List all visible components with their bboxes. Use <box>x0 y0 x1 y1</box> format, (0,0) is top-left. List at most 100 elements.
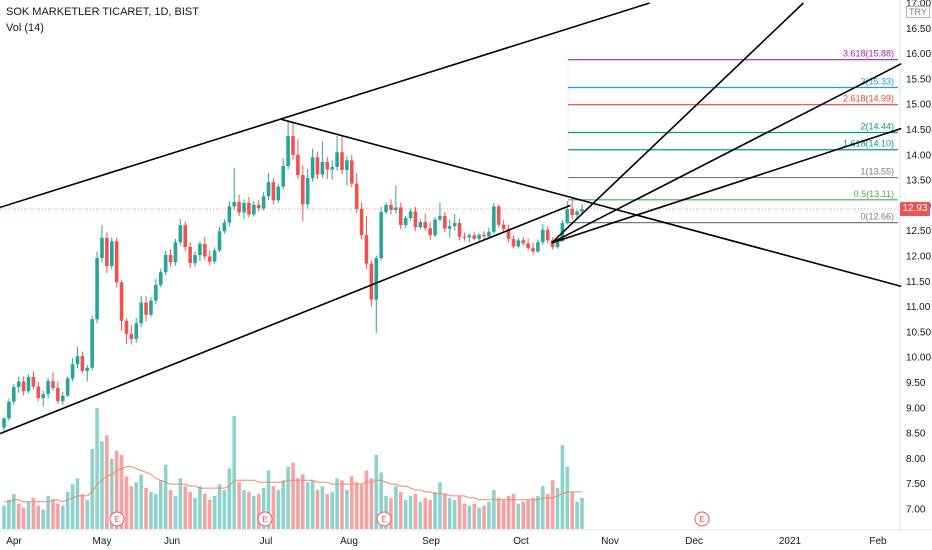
y-tick-label: 11.50 <box>906 277 931 288</box>
x-tick-label: Jul <box>260 536 273 547</box>
earnings-event-label: E <box>114 515 119 524</box>
candle-body <box>394 207 398 210</box>
volume-bar <box>60 505 65 529</box>
candle-body <box>389 204 393 210</box>
candle-body <box>452 223 457 227</box>
fib-level-label: 3.618(15.88) <box>843 49 894 59</box>
candle-body <box>124 320 129 334</box>
candle-body <box>129 333 134 339</box>
x-tick-label: Jun <box>164 536 180 547</box>
candle-body <box>580 208 584 212</box>
candle-body <box>398 207 403 226</box>
candle-body <box>212 250 217 262</box>
y-tick-label: 15.00 <box>906 100 931 111</box>
volume-bar <box>443 493 447 529</box>
volume-bar <box>173 495 178 529</box>
volume-bar <box>149 491 153 529</box>
x-tick-label: Sep <box>422 536 440 547</box>
volume-bar <box>90 449 94 529</box>
y-tick-label: 14.50 <box>906 125 931 136</box>
time-axis[interactable]: Apr May Jun Jul Aug Sep Oct Nov Dec 2021 Feb <box>0 529 932 547</box>
candle-body <box>516 240 521 247</box>
volume-bar <box>134 482 139 529</box>
volume-bar <box>565 466 570 529</box>
volume-bar <box>7 499 11 529</box>
candle-body <box>345 160 349 170</box>
volume-bar <box>506 495 511 529</box>
candle-body <box>256 204 261 209</box>
fib-level-label: 0(12.66) <box>860 212 894 222</box>
y-tick-label: 16.50 <box>906 24 931 35</box>
volume-bar <box>354 482 359 529</box>
volume-bar <box>433 491 437 529</box>
candle-body <box>545 229 550 241</box>
volume-bar <box>325 493 330 529</box>
candle-body <box>65 378 70 396</box>
volume-bar <box>413 493 418 529</box>
volume-bar <box>266 470 271 529</box>
volume-bar <box>374 454 379 529</box>
volume-bar <box>286 466 290 529</box>
volume-bar <box>11 493 16 529</box>
volume-bar <box>349 476 354 529</box>
candle-body <box>105 237 109 267</box>
volume-bar <box>526 499 530 529</box>
volume-bar <box>154 493 158 529</box>
volume-bar <box>501 499 506 529</box>
candle-body <box>252 204 256 215</box>
volume-ma-line <box>4 466 582 503</box>
volume-bar <box>369 478 374 529</box>
volume-bar <box>41 509 45 529</box>
candle-body <box>203 243 207 257</box>
volume-bar <box>261 488 266 529</box>
volume-bar <box>305 482 310 529</box>
candle-body <box>482 234 486 237</box>
candle-body <box>173 242 178 263</box>
volume-bar <box>335 478 339 529</box>
candle-body <box>198 243 202 255</box>
volume-bar <box>452 499 457 529</box>
volume-bar <box>531 497 535 529</box>
candle-body <box>492 206 496 232</box>
volume-bar <box>340 480 344 529</box>
volume-bar <box>247 491 251 529</box>
x-tick-label: Feb <box>869 536 887 547</box>
fib-level-label: 2.618(14.99) <box>843 94 894 104</box>
fib-level-label: 2(14.44) <box>860 122 894 132</box>
volume-bar <box>168 490 173 529</box>
candle-body <box>320 161 325 175</box>
y-tick-label: 15.50 <box>906 74 931 85</box>
fib-extension[interactable]: 3.618(15.88) 3(15.33) 2.618(14.99) 2(14.44)… <box>567 49 898 224</box>
candle-body <box>501 224 506 230</box>
y-tick-label: 9.00 <box>906 403 926 414</box>
candle-body <box>379 211 383 259</box>
candle-body <box>16 381 21 388</box>
volume-bar <box>536 495 540 529</box>
candle-body <box>26 376 31 392</box>
candle-body <box>315 157 320 175</box>
volume-bar <box>139 474 143 529</box>
candle-body <box>575 211 579 216</box>
volume-bar <box>100 441 104 529</box>
candle-body <box>266 182 271 197</box>
candle-body <box>247 202 251 215</box>
candle-body <box>31 376 36 387</box>
candle-body <box>291 136 295 155</box>
price-axis[interactable]: 17.00 16.50 16.00 15.50 15.00 14.50 14.00 13.50… <box>899 0 931 530</box>
volume-bar <box>487 501 491 529</box>
volume-bar <box>300 474 305 529</box>
volume-bar <box>296 478 300 529</box>
candle-body <box>447 226 452 229</box>
candle-body <box>70 364 75 379</box>
candle-body <box>550 240 555 247</box>
candle-body <box>521 240 526 244</box>
candle-body <box>237 201 241 213</box>
trend-lines[interactable] <box>0 2 902 435</box>
candle-body <box>541 229 545 243</box>
fib-level-label: 0.5(13.11) <box>854 189 894 199</box>
volume-bar <box>545 493 550 529</box>
earnings-event-label: E <box>262 515 267 524</box>
earnings-event-icon <box>694 511 710 527</box>
